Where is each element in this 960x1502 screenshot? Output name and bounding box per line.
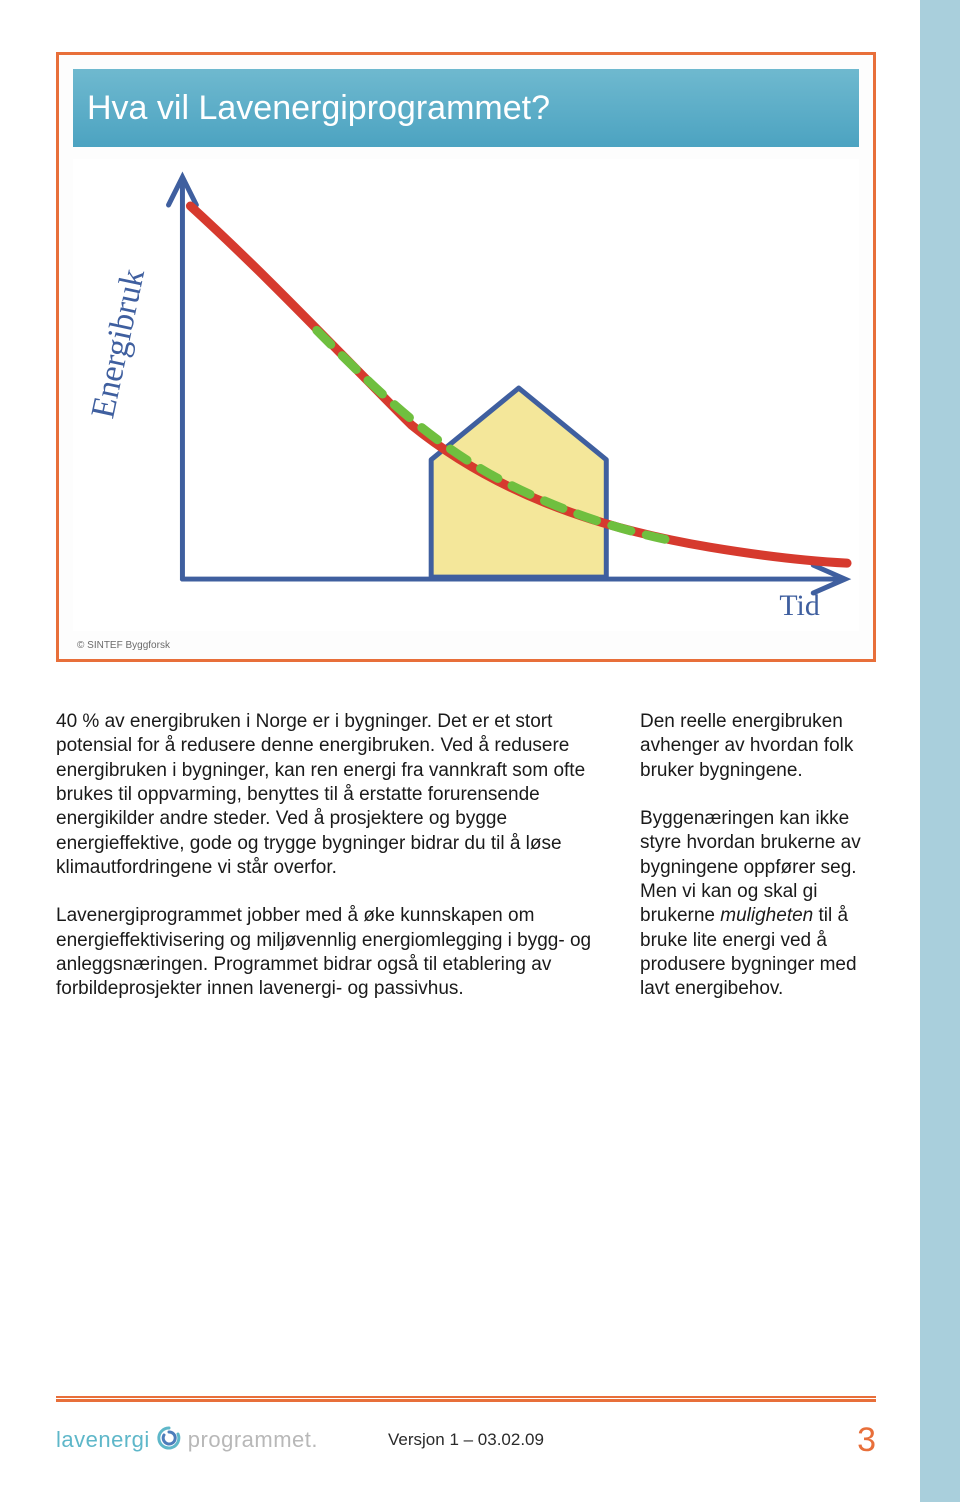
slide-title: Hva vil Lavenergiprogrammet? <box>87 89 550 128</box>
page: Hva vil Lavenergiprogrammet? Energibruk <box>0 0 960 1502</box>
footer: lavenergi programmet. Versjon 1 – 03.02.… <box>56 1416 876 1464</box>
version-text: Versjon 1 – 03.02.09 <box>388 1430 544 1450</box>
body-columns: 40 % av energibruken i Norge er i bygnin… <box>56 710 876 1025</box>
y-axis-label: Energibruk <box>84 266 152 422</box>
energy-chart: Energibruk Tid <box>73 159 859 631</box>
right-accent-bar <box>920 0 960 1502</box>
left-column: 40 % av energibruken i Norge er i bygnin… <box>56 710 616 1025</box>
right-column: Den reelle energibruken avhenger av hvor… <box>640 710 876 1025</box>
left-paragraph-2: Lavenergiprogrammet jobber med å øke kun… <box>56 904 616 1001</box>
logo-sub: programmet. <box>188 1427 318 1453</box>
house-icon <box>431 388 606 577</box>
slide-box: Hva vil Lavenergiprogrammet? Energibruk <box>56 52 876 662</box>
footer-rule <box>56 1396 876 1402</box>
logo: lavenergi programmet. <box>56 1425 318 1456</box>
logo-main: lavenergi <box>56 1427 150 1453</box>
x-axis-label: Tid <box>779 589 819 622</box>
left-paragraph-1: 40 % av energibruken i Norge er i bygnin… <box>56 710 616 880</box>
slide-title-bar: Hva vil Lavenergiprogrammet? <box>73 69 859 147</box>
right-p2-em: muligheten <box>720 905 813 926</box>
copyright: © SINTEF Byggforsk <box>77 640 170 651</box>
swirl-icon <box>156 1425 182 1456</box>
right-paragraph-2: Byggenæringen kan ikke styre hvordan bru… <box>640 807 876 1002</box>
right-paragraph-1: Den reelle energibruken avhenger av hvor… <box>640 710 876 783</box>
page-number: 3 <box>857 1421 876 1460</box>
chart-area: Energibruk Tid <box>73 159 859 631</box>
